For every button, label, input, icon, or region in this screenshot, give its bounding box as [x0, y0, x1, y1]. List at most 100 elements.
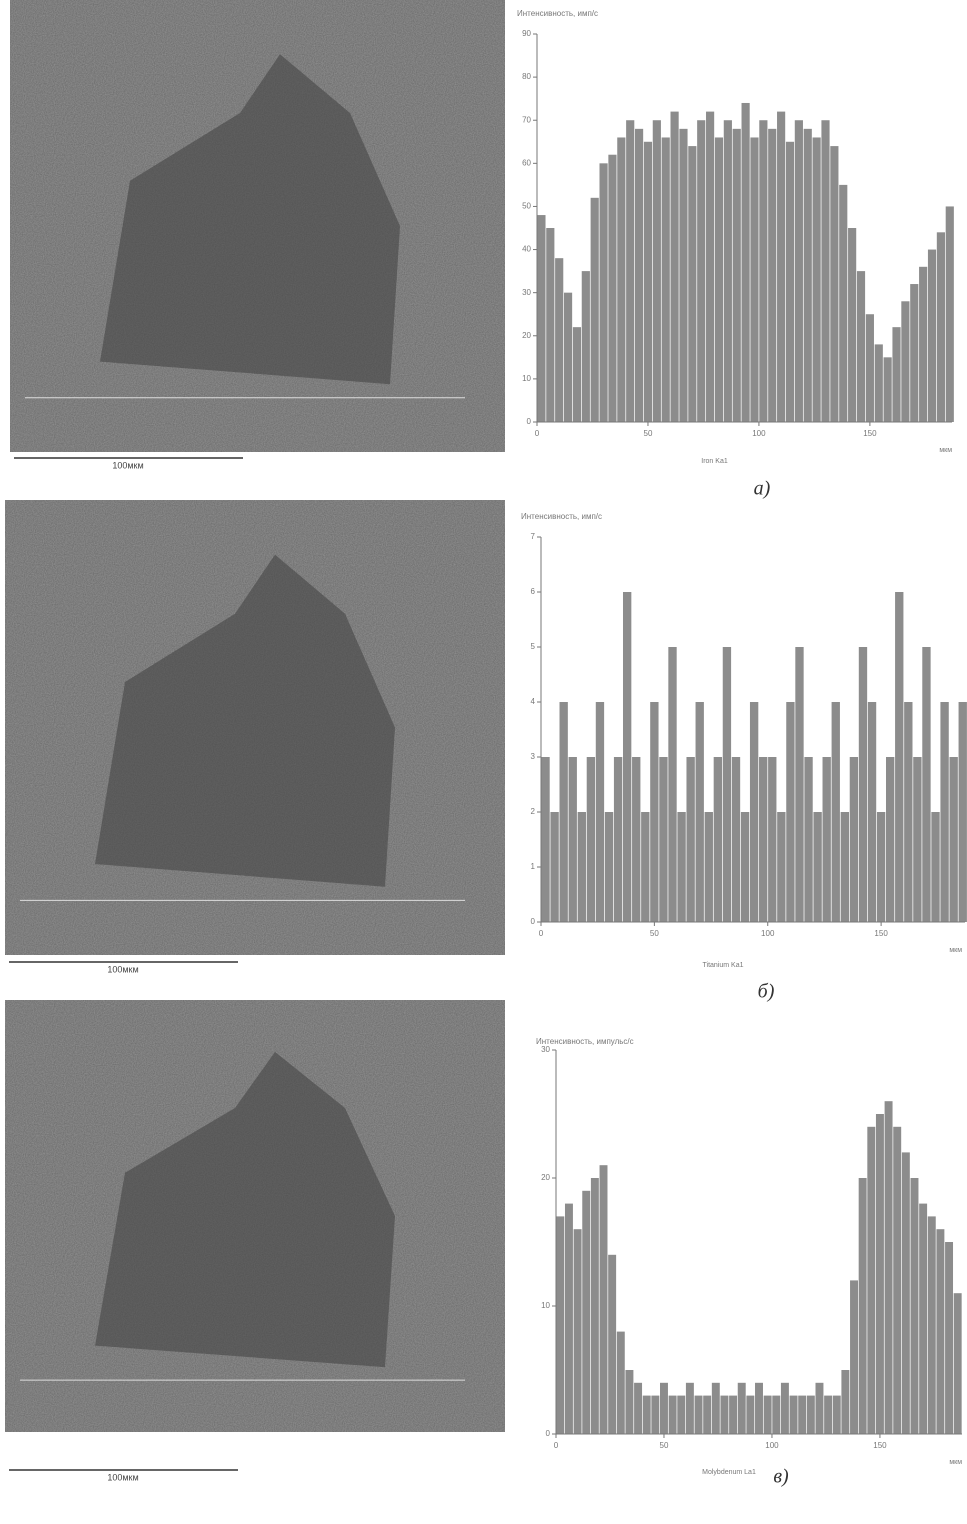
bar: [759, 120, 768, 422]
y-tick-label: 0: [546, 1429, 551, 1438]
bar: [901, 1152, 910, 1434]
bar: [883, 357, 892, 422]
bar: [643, 141, 653, 422]
bar: [613, 757, 623, 922]
bar: [608, 1254, 617, 1434]
sem-dark-region: [95, 554, 395, 887]
bar: [841, 1370, 850, 1434]
bar: [874, 344, 883, 422]
bar: [839, 184, 848, 422]
bar: [830, 146, 839, 423]
bar: [927, 1216, 936, 1434]
bar: [746, 1395, 755, 1434]
x-tick-label: 0: [539, 929, 544, 938]
bar: [723, 120, 732, 422]
bar: [821, 120, 830, 422]
bar: [697, 120, 706, 422]
bar: [949, 757, 958, 922]
bar: [875, 1114, 884, 1434]
bar: [848, 228, 857, 422]
bar: [777, 111, 786, 422]
y-tick-label: 6: [531, 587, 536, 596]
bar: [626, 120, 635, 422]
bar: [617, 137, 626, 422]
bar: [798, 1395, 807, 1434]
y-tick-label: 10: [522, 374, 531, 383]
bar: [651, 1395, 660, 1434]
bar: [688, 146, 697, 423]
bar: [685, 1382, 694, 1434]
y-tick-label: 5: [531, 642, 536, 651]
bar: [895, 592, 904, 922]
bar: [931, 812, 940, 922]
bar: [679, 128, 688, 422]
bar: [904, 702, 913, 922]
bar: [927, 249, 937, 422]
bar: [813, 812, 822, 922]
y-axis-title: Интенсивность, импульс/с: [536, 1037, 634, 1046]
bar: [711, 1382, 720, 1434]
y-tick-label: 30: [541, 1045, 550, 1054]
bar: [564, 1203, 573, 1434]
bar: [604, 812, 614, 922]
x-tick-label: 50: [650, 929, 659, 938]
bar: [695, 702, 704, 922]
bar: [794, 120, 803, 422]
y-axis-title: Интенсивность, имп/с: [521, 512, 602, 521]
bar: [919, 1203, 928, 1434]
bar: [714, 137, 724, 422]
bar: [785, 141, 795, 422]
bar: [849, 757, 859, 922]
bar: [856, 271, 866, 422]
bar: [936, 232, 945, 422]
scale-bar-label: 100мкм: [107, 1472, 138, 1482]
y-tick-label: 20: [541, 1173, 550, 1182]
bar: [759, 757, 768, 922]
x-tick-label: 0: [554, 1441, 559, 1450]
scale-bar-label: 100мкм: [112, 460, 143, 470]
y-tick-label: 30: [522, 288, 531, 297]
bar: [741, 102, 750, 422]
y-tick-label: 1: [531, 862, 536, 871]
bar: [892, 327, 901, 422]
y-tick-label: 90: [522, 29, 531, 38]
bar: [768, 128, 777, 422]
bar: [661, 137, 670, 422]
bar: [573, 1229, 582, 1434]
bar: [901, 301, 910, 422]
bar: [884, 1101, 893, 1434]
bar: [755, 1382, 763, 1434]
bar: [953, 1293, 962, 1434]
bar: [824, 1395, 833, 1434]
bar: [876, 812, 886, 922]
y-tick-label: 3: [531, 752, 536, 761]
bar: [650, 702, 659, 922]
bar: [668, 1395, 677, 1434]
y-tick-label: 2: [531, 807, 536, 816]
bar: [867, 702, 877, 922]
bar: [595, 702, 605, 922]
bar: [840, 812, 850, 922]
bar: [582, 1190, 591, 1434]
bar: [599, 163, 608, 423]
x-tick-label: 150: [873, 1441, 887, 1450]
x-tick-label: 100: [765, 1441, 779, 1450]
y-tick-label: 20: [522, 331, 531, 340]
scale-bar-label: 100мкм: [107, 964, 138, 974]
y-tick-label: 0: [527, 417, 532, 426]
bar: [677, 812, 686, 922]
bar: [750, 137, 759, 422]
bar: [936, 1229, 945, 1434]
bar: [641, 812, 650, 922]
bar: [652, 120, 661, 422]
bar: [568, 757, 577, 922]
bar: [622, 592, 632, 922]
bar: [850, 1280, 858, 1434]
bar: [694, 1395, 703, 1434]
bar: [763, 1395, 772, 1434]
bar: [858, 647, 868, 922]
bar: [786, 702, 795, 922]
panel-caption: в): [773, 1466, 789, 1488]
bar: [867, 1126, 876, 1434]
